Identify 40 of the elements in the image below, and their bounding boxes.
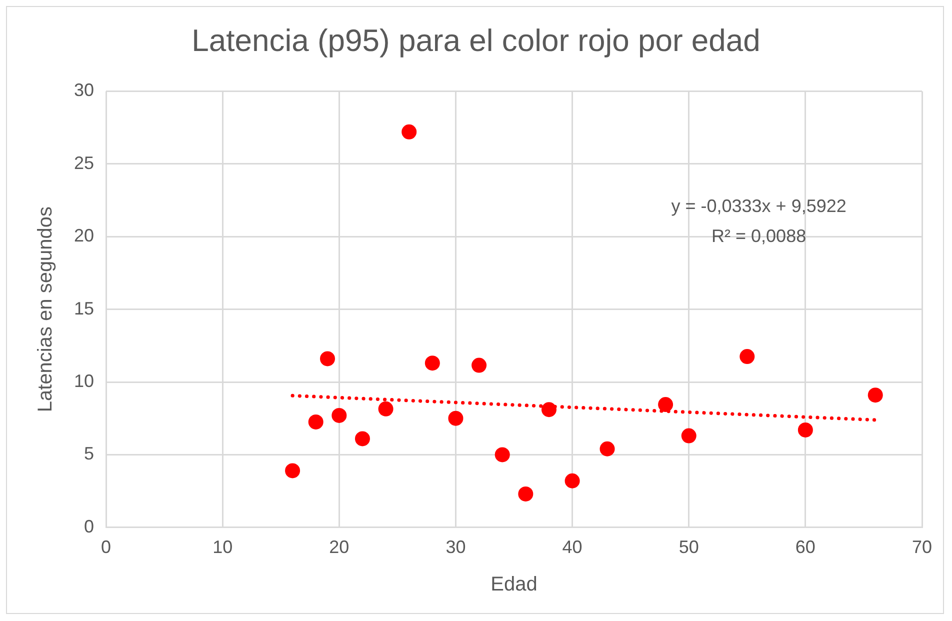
point (472, 358, 487, 373)
point (402, 124, 417, 140)
point (308, 414, 324, 430)
point (320, 351, 335, 366)
point (541, 402, 556, 418)
point (494, 447, 510, 462)
y-tick-label: 10 (74, 370, 94, 391)
point (448, 410, 464, 426)
y-axis-title: Latencias en segundos (34, 206, 57, 412)
point (332, 408, 347, 423)
point (285, 463, 300, 478)
point (378, 401, 394, 416)
annotation: R² = 0,0088 (712, 226, 806, 246)
y-tick-label: 5 (84, 444, 94, 464)
x-tick-label: 40 (562, 537, 582, 558)
point (424, 356, 440, 371)
x-tick-label: 0 (101, 537, 112, 558)
x-tick-label: 20 (329, 537, 350, 558)
point (868, 388, 883, 403)
x-tick-label: 30 (446, 537, 466, 558)
point (658, 397, 674, 412)
y-tick-label: 25 (74, 152, 94, 173)
y-tick-label: 15 (74, 298, 94, 318)
chart-title: Latencia (p95) para el color rojo por edad (192, 23, 760, 58)
annotation: y = -0,0333x + 9,5922 (671, 196, 846, 216)
point (518, 486, 534, 502)
point (564, 473, 580, 488)
point (740, 349, 755, 364)
y-tick-label: 20 (74, 226, 94, 246)
x-tick-label: 50 (678, 537, 699, 558)
x-axis-title: Edad (490, 574, 538, 596)
point (600, 441, 615, 456)
x-tick-label: 10 (212, 537, 233, 558)
x-tick-label: 70 (912, 537, 932, 558)
y-tick-label: 0 (84, 516, 94, 536)
x-tick-label: 60 (795, 537, 816, 558)
point (681, 428, 696, 444)
y-tick-label: 30 (74, 80, 94, 100)
point (798, 422, 813, 438)
point (354, 431, 370, 446)
